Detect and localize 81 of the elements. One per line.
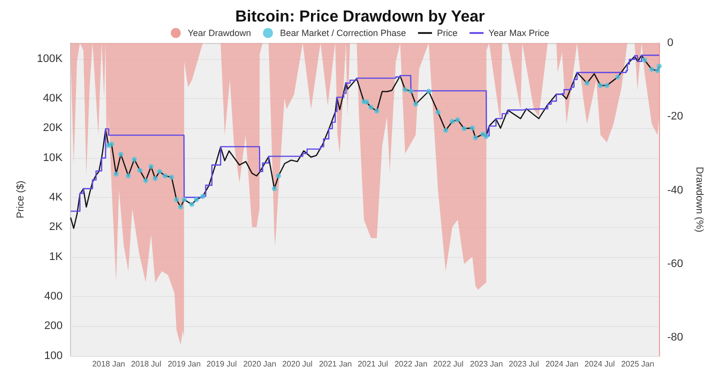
y-axis-title: Price ($) — [16, 180, 26, 218]
y-tick-label: 400 — [44, 290, 63, 302]
point — [402, 87, 408, 92]
point — [470, 125, 475, 130]
point — [598, 82, 603, 88]
point — [169, 174, 174, 180]
point — [408, 88, 414, 94]
x-tick-label: 2018 Jul — [130, 360, 162, 368]
y-tick-label: 100 — [44, 350, 63, 362]
x-tick-label: 2024 Jan — [546, 360, 578, 368]
y2-tick-label: -60 — [667, 258, 684, 270]
x-tick-label: 2023 Jan — [470, 360, 503, 368]
point — [436, 110, 441, 115]
point — [118, 152, 124, 157]
y-tick-label: 2K — [49, 221, 64, 234]
point — [656, 64, 662, 69]
point — [484, 134, 489, 139]
point — [480, 132, 486, 137]
x-tick-label: 2020 Jan — [243, 360, 276, 368]
point — [364, 100, 370, 105]
point — [642, 57, 648, 62]
x-tick-label: 2021 Jan — [318, 360, 352, 368]
x-tick-label: 2023 Jul — [508, 360, 540, 368]
y-tick-label: 100K — [36, 52, 64, 65]
point — [604, 82, 610, 88]
point — [272, 186, 277, 192]
y-tick-label: 10K — [43, 152, 64, 164]
y-tick-label: 20K — [43, 122, 64, 134]
point — [615, 74, 620, 80]
y-tick-label: 40K — [43, 92, 64, 104]
x-tick-label: 2024 Jul — [584, 360, 615, 368]
point — [649, 66, 654, 72]
point — [426, 88, 432, 94]
point — [148, 164, 154, 170]
point — [455, 117, 460, 122]
point — [194, 197, 199, 202]
y2-axis-title: Drawdown (%) — [694, 166, 704, 232]
y-tick-label: 200 — [44, 320, 63, 332]
point — [157, 169, 162, 174]
y-tick-label: 1K — [49, 250, 64, 263]
point — [443, 128, 448, 133]
point — [472, 135, 478, 140]
y2-tick-label: -20 — [667, 110, 684, 123]
point — [174, 197, 180, 202]
y-tick-label: 4K — [49, 191, 64, 204]
chart-title: Bitcoin: Price Drawdown by Year — [235, 8, 485, 26]
point — [200, 194, 206, 199]
point — [450, 118, 455, 124]
x-tick-label: 2018 Jan — [92, 360, 126, 368]
y2-tick-label: -40 — [667, 184, 684, 196]
point — [584, 80, 590, 86]
point — [189, 202, 194, 207]
point — [143, 178, 148, 184]
point — [114, 171, 119, 176]
point — [126, 173, 131, 178]
point — [178, 204, 184, 210]
legend-label: Price — [437, 28, 458, 38]
y2-tick-label: 0 — [667, 37, 674, 49]
x-tick-label: 2022 Jan — [394, 360, 428, 368]
point — [655, 68, 660, 74]
point — [374, 108, 380, 114]
point — [109, 142, 114, 147]
x-tick-label: 2019 Jan — [168, 360, 201, 368]
x-tick-label: 2025 Jan — [621, 360, 654, 368]
point — [132, 156, 137, 162]
x-tick-label: 2019 Jul — [206, 360, 237, 368]
legend-label: Bear Market / Correction Phase — [280, 28, 406, 38]
point — [162, 173, 168, 178]
point — [137, 168, 142, 173]
x-tick-label: 2021 Jul — [358, 360, 388, 368]
point — [152, 176, 158, 182]
y2-tick-label: -80 — [667, 332, 684, 344]
legend-label: Year Drawdown — [188, 28, 251, 38]
legend-label: Year Max Price — [488, 28, 550, 38]
point — [368, 104, 374, 110]
point — [413, 102, 418, 107]
point — [182, 197, 187, 202]
x-tick-label: 2020 Jul — [282, 360, 313, 368]
x-tick-label: 2022 Jul — [433, 360, 464, 368]
point — [276, 173, 282, 178]
point — [462, 126, 467, 132]
